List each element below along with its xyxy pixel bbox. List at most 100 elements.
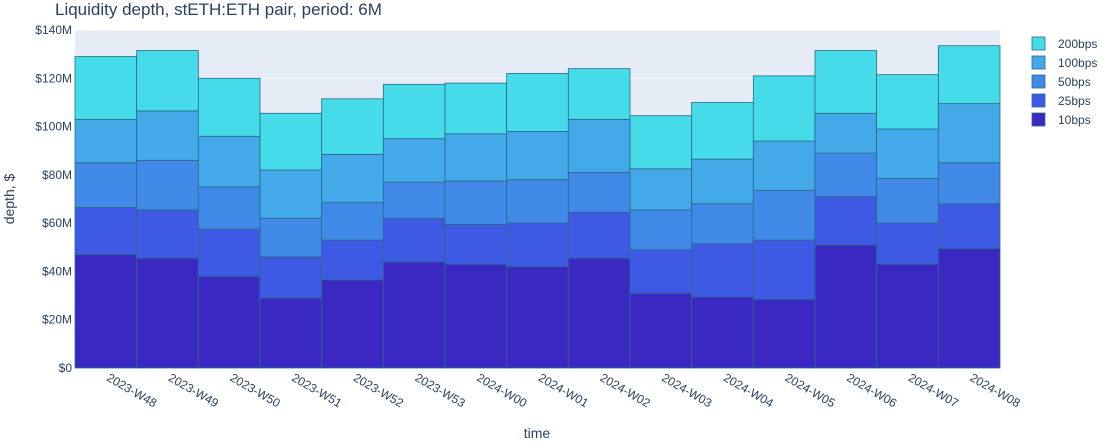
- bar-segment-50bps[interactable]: [74, 162, 138, 208]
- bar-segment-10bps[interactable]: [321, 279, 384, 369]
- bar-segment-200bps[interactable]: [876, 74, 939, 130]
- bar-segment-25bps[interactable]: [197, 228, 261, 277]
- y-tick-label: $140M: [35, 23, 72, 37]
- x-tick-label: 2023-W48: [104, 370, 159, 410]
- bar-segment-100bps[interactable]: [321, 153, 384, 204]
- bar-segment-10bps[interactable]: [814, 244, 878, 369]
- x-tick-label: 2024-W01: [536, 370, 591, 410]
- bar-segment-100bps[interactable]: [136, 110, 199, 161]
- legend-label-50bps[interactable]: 50bps: [1058, 75, 1091, 89]
- bar-segment-100bps[interactable]: [74, 118, 138, 164]
- legend-swatch-10bps[interactable]: [1031, 112, 1046, 127]
- bar-segment-25bps[interactable]: [567, 211, 631, 259]
- bar-segment-200bps[interactable]: [444, 82, 508, 135]
- bar-segment-10bps[interactable]: [567, 257, 631, 369]
- bar-segment-100bps[interactable]: [814, 112, 878, 154]
- bar-segment-25bps[interactable]: [74, 207, 138, 255]
- bar-segment-200bps[interactable]: [136, 50, 199, 112]
- legend-label-25bps[interactable]: 25bps: [1058, 94, 1091, 108]
- bar-segment-10bps[interactable]: [259, 297, 323, 369]
- bar-segment-200bps[interactable]: [691, 102, 754, 160]
- bar-segment-100bps[interactable]: [259, 169, 323, 219]
- y-tick-label: $80M: [42, 168, 72, 182]
- legend-label-200bps[interactable]: 200bps: [1058, 37, 1097, 51]
- y-tick-label: $60M: [42, 216, 72, 230]
- bar-segment-100bps[interactable]: [506, 130, 569, 181]
- bar-segment-10bps[interactable]: [74, 254, 138, 369]
- legend-swatch-50bps[interactable]: [1031, 74, 1046, 89]
- x-tick-label: 2024-W06: [844, 370, 899, 410]
- x-tick-label: 2023-W52: [351, 370, 406, 410]
- bar-segment-50bps[interactable]: [876, 178, 939, 224]
- legend-label-10bps[interactable]: 10bps: [1058, 113, 1091, 127]
- bar-segment-100bps[interactable]: [197, 135, 261, 188]
- bar-segment-25bps[interactable]: [259, 256, 323, 299]
- bar-segment-200bps[interactable]: [752, 75, 816, 142]
- bar-segment-50bps[interactable]: [382, 181, 446, 219]
- bar-segment-100bps[interactable]: [752, 140, 816, 191]
- bar-segment-50bps[interactable]: [506, 179, 569, 224]
- bar-segment-100bps[interactable]: [629, 168, 693, 211]
- bar-segment-200bps[interactable]: [197, 77, 261, 137]
- bar-segment-25bps[interactable]: [814, 196, 878, 246]
- bar-segment-10bps[interactable]: [197, 275, 261, 369]
- legend-swatch-200bps[interactable]: [1031, 36, 1046, 51]
- bar-segment-50bps[interactable]: [136, 159, 199, 211]
- bar-segment-50bps[interactable]: [259, 217, 323, 258]
- bar-segment-10bps[interactable]: [876, 263, 939, 369]
- x-tick-label: 2024-W08: [968, 370, 1023, 410]
- bar-segment-200bps[interactable]: [937, 45, 1001, 105]
- bar-segment-50bps[interactable]: [937, 162, 1001, 205]
- y-tick-label: $40M: [42, 264, 72, 278]
- bar-segment-100bps[interactable]: [876, 128, 939, 179]
- bar-segment-100bps[interactable]: [382, 138, 446, 183]
- bar-segment-100bps[interactable]: [691, 158, 754, 205]
- bar-segment-10bps[interactable]: [506, 266, 569, 369]
- bar-segment-25bps[interactable]: [629, 249, 693, 294]
- bar-segment-10bps[interactable]: [382, 261, 446, 369]
- bar-segment-200bps[interactable]: [259, 112, 323, 171]
- bar-segment-10bps[interactable]: [444, 263, 508, 369]
- bar-segment-50bps[interactable]: [752, 190, 816, 241]
- bar-segment-50bps[interactable]: [629, 209, 693, 251]
- bar-segment-10bps[interactable]: [136, 257, 199, 369]
- bar-segment-200bps[interactable]: [74, 56, 138, 120]
- bar-segment-100bps[interactable]: [937, 103, 1001, 164]
- bar-segment-10bps[interactable]: [629, 292, 693, 369]
- bar-segment-50bps[interactable]: [691, 203, 754, 245]
- bar-segment-25bps[interactable]: [506, 222, 569, 267]
- bar-segment-200bps[interactable]: [814, 50, 878, 114]
- bar-segment-25bps[interactable]: [752, 239, 816, 300]
- y-axis: $0 $20M $40M $60M $80M $100M $120M $140M: [35, 23, 72, 375]
- bar-segment-200bps[interactable]: [506, 73, 569, 132]
- bar-segment-50bps[interactable]: [444, 180, 508, 225]
- bar-segment-10bps[interactable]: [691, 296, 754, 369]
- bar-segment-200bps[interactable]: [321, 98, 384, 155]
- bar-segment-50bps[interactable]: [321, 202, 384, 241]
- bar-segment-10bps[interactable]: [752, 298, 816, 369]
- bar-segment-25bps[interactable]: [321, 239, 384, 281]
- bar-segment-25bps[interactable]: [444, 223, 508, 265]
- bar-segment-25bps[interactable]: [136, 209, 199, 259]
- bar-segment-100bps[interactable]: [567, 118, 631, 173]
- bar-segment-200bps[interactable]: [629, 115, 693, 170]
- x-tick-label: 2024-W00: [474, 370, 529, 410]
- legend-swatch-25bps[interactable]: [1031, 93, 1046, 108]
- y-tick-label: $120M: [35, 71, 72, 85]
- bar-segment-25bps[interactable]: [691, 243, 754, 298]
- bar-segment-25bps[interactable]: [876, 222, 939, 265]
- bar-segment-200bps[interactable]: [567, 68, 631, 120]
- x-axis: 2023-W48 2023-W49 2023-W50 2023-W51 2023-W52…: [104, 370, 1023, 410]
- x-tick-label: 2024-W02: [598, 370, 653, 410]
- bar-segment-50bps[interactable]: [197, 186, 261, 230]
- bar-segment-50bps[interactable]: [567, 172, 631, 213]
- legend-swatch-100bps[interactable]: [1031, 55, 1046, 70]
- bar-segment-200bps[interactable]: [382, 83, 446, 140]
- bar-segment-100bps[interactable]: [444, 133, 508, 182]
- legend: 200bps 100bps 50bps 25bps 10bps: [1031, 36, 1097, 127]
- bar-segment-25bps[interactable]: [382, 217, 446, 263]
- legend-label-100bps[interactable]: 100bps: [1058, 56, 1097, 70]
- bar-segment-25bps[interactable]: [937, 203, 1001, 249]
- bar-segment-50bps[interactable]: [814, 152, 878, 197]
- bar-segment-10bps[interactable]: [937, 248, 1001, 369]
